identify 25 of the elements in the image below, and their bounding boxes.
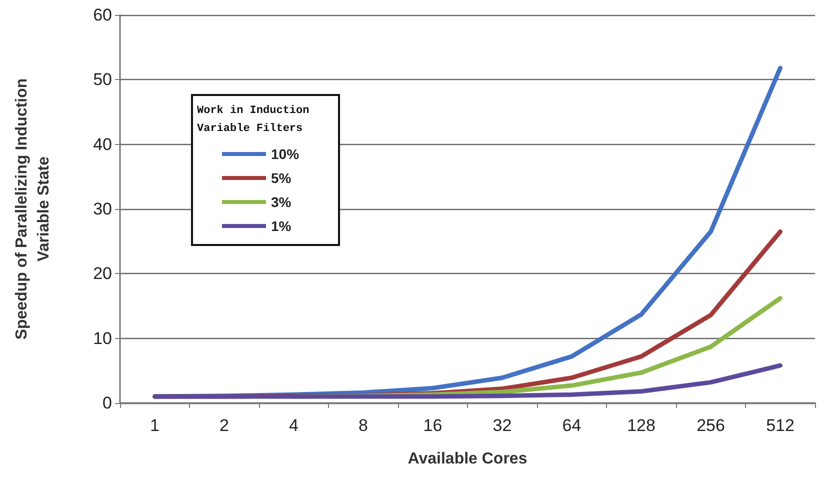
y-tick-label: 40 xyxy=(93,134,112,154)
legend-label: 10% xyxy=(271,146,300,162)
x-tick-label: 128 xyxy=(627,416,656,435)
y-tick-label: 60 xyxy=(93,6,112,24)
legend-title: Work in Induction Variable Filters xyxy=(197,105,310,135)
y-axis-title: Speedup of Parallelizing Induction Variable State xyxy=(14,78,52,340)
x-tick-label: 32 xyxy=(492,416,512,435)
x-axis-title: Available Cores xyxy=(408,450,528,468)
x-tick-label: 64 xyxy=(562,416,582,435)
x-tick-label: 1 xyxy=(150,416,160,435)
y-tick-label: 30 xyxy=(93,200,112,218)
x-tick-label: 8 xyxy=(358,416,368,435)
x-tick-label: 256 xyxy=(696,416,725,435)
legend-label: 3% xyxy=(271,194,292,210)
x-tick-label: 16 xyxy=(423,416,442,435)
y-tick-label: 20 xyxy=(93,264,112,284)
x-tick-label: 512 xyxy=(766,416,794,435)
legend-label: 5% xyxy=(271,170,292,186)
y-tick-label: 50 xyxy=(93,70,112,90)
y-tick-label: 0 xyxy=(102,394,112,412)
line-series xyxy=(152,363,782,399)
x-tick-label: 2 xyxy=(220,416,229,435)
y-tick-label: 10 xyxy=(93,328,112,348)
x-tick-label: 4 xyxy=(289,416,298,435)
legend-label: 1% xyxy=(271,218,292,234)
